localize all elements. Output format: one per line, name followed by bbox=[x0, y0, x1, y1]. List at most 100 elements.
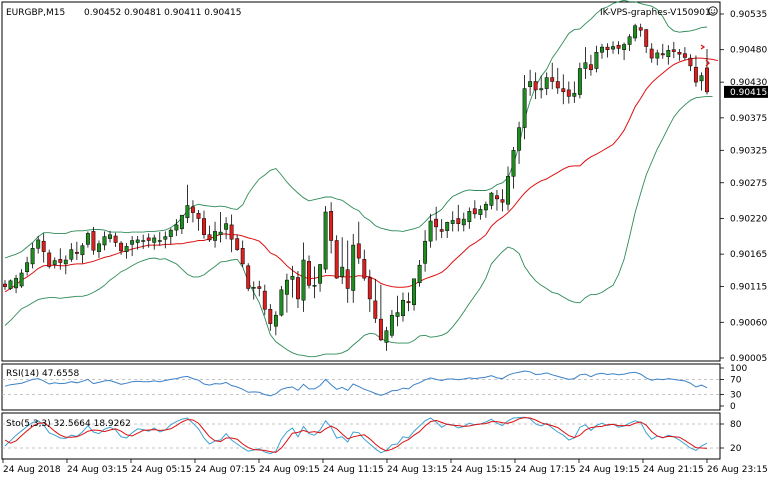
candle-body bbox=[522, 88, 527, 128]
candle-body bbox=[97, 243, 101, 252]
candle-body bbox=[229, 224, 234, 240]
candle-body bbox=[218, 231, 223, 235]
candle bbox=[688, 54, 693, 72]
candle-body bbox=[406, 301, 411, 304]
candle-body bbox=[284, 279, 289, 295]
candle-body bbox=[174, 224, 179, 231]
candle bbox=[356, 221, 361, 264]
rsi-pane-border bbox=[1, 363, 721, 411]
candle-body bbox=[268, 309, 273, 324]
candle-body bbox=[467, 211, 472, 222]
symbol-timeframe: EURGBP,M15 bbox=[6, 8, 65, 18]
stochastic-tick-label: 80 bbox=[730, 420, 742, 430]
candle bbox=[36, 235, 41, 254]
candle bbox=[682, 47, 687, 61]
candle bbox=[671, 41, 676, 59]
price-axis: 0.90535 0.90480 0.90430 0.90375 0.90325 0.902… bbox=[720, 10, 768, 364]
candle-body bbox=[611, 46, 615, 50]
time-tick-label: 24 Aug 09:15 bbox=[259, 465, 320, 475]
candle-body bbox=[517, 127, 522, 151]
candle-body bbox=[483, 203, 488, 211]
candle-body bbox=[301, 259, 306, 301]
candle-body bbox=[594, 52, 599, 69]
candle bbox=[583, 47, 588, 79]
rsi-tick-label: 100 bbox=[730, 364, 747, 374]
ohlc-values: 0.90452 0.90481 0.90411 0.90415 bbox=[84, 8, 241, 18]
moving-average-line bbox=[4, 57, 719, 293]
candle-body bbox=[555, 81, 560, 89]
candle bbox=[389, 309, 394, 338]
candle bbox=[174, 219, 179, 236]
rsi-line-path bbox=[4, 370, 708, 397]
candle-body bbox=[69, 249, 74, 260]
candle bbox=[633, 23, 638, 42]
candle bbox=[561, 74, 566, 105]
candle bbox=[483, 201, 488, 218]
candle bbox=[500, 189, 505, 212]
sell-arrow-icon bbox=[700, 44, 706, 50]
price-pane[interactable]: EURGBP,M15 0.90452 0.90481 0.90411 0.904… bbox=[1, 0, 721, 362]
candle-body bbox=[649, 48, 654, 59]
candle-body bbox=[296, 277, 300, 300]
candle bbox=[74, 241, 79, 260]
candle bbox=[80, 243, 85, 264]
candle bbox=[699, 72, 704, 91]
sell-arrow-icon bbox=[705, 59, 710, 67]
time-tick-label: 24 Aug 17:15 bbox=[515, 465, 576, 475]
candle-body bbox=[500, 199, 505, 203]
time-tick-label: 26 Aug 23:15 bbox=[707, 465, 768, 475]
candle bbox=[566, 81, 571, 104]
candle-body bbox=[152, 237, 157, 243]
candle-body bbox=[224, 223, 229, 230]
candle bbox=[439, 219, 444, 238]
candle-body bbox=[202, 218, 206, 235]
candle bbox=[577, 62, 582, 99]
candle bbox=[85, 231, 90, 248]
candle bbox=[511, 147, 516, 189]
candle bbox=[677, 49, 682, 61]
candle-body bbox=[3, 283, 7, 287]
candle bbox=[649, 43, 654, 63]
candle-body bbox=[600, 46, 604, 53]
candle bbox=[550, 62, 555, 90]
candle bbox=[202, 210, 206, 239]
time-tick-label: 24 Aug 13:15 bbox=[387, 465, 448, 475]
candle bbox=[417, 259, 422, 287]
candle-body bbox=[163, 236, 168, 240]
candle-body bbox=[273, 314, 278, 327]
candle bbox=[655, 49, 660, 66]
candle bbox=[8, 279, 13, 290]
candle bbox=[594, 45, 599, 73]
candle bbox=[163, 231, 168, 249]
time-tick-label: 24 Aug 2018 bbox=[3, 465, 61, 475]
candle bbox=[284, 273, 289, 313]
time-tick-label: 24 Aug 19:15 bbox=[579, 465, 640, 475]
stochastic-pane[interactable]: Sto(5,3,3) 32.5664 18.9262 bbox=[1, 412, 721, 460]
candle-body bbox=[329, 211, 334, 241]
candle-body bbox=[108, 234, 112, 239]
candle bbox=[334, 235, 339, 279]
candle bbox=[533, 72, 538, 100]
time-tick-label: 24 Aug 05:15 bbox=[131, 465, 192, 475]
candle-body bbox=[506, 176, 510, 205]
price-tick-label: 0.90115 bbox=[730, 283, 767, 293]
candle-body bbox=[389, 314, 394, 336]
candle bbox=[246, 263, 251, 292]
candle-body bbox=[8, 280, 13, 289]
candle bbox=[627, 34, 632, 51]
candle-body bbox=[19, 272, 24, 287]
candle bbox=[218, 211, 223, 243]
candle bbox=[522, 75, 527, 140]
candle bbox=[130, 235, 135, 257]
candle bbox=[97, 240, 101, 259]
candle bbox=[445, 221, 450, 238]
candle-body bbox=[539, 88, 544, 91]
candle-body bbox=[334, 240, 339, 279]
price-tick-label: 0.90535 bbox=[730, 10, 767, 20]
price-tick-label: 0.90325 bbox=[730, 146, 767, 156]
stochastic-label: Sto(5,3,3) 32.5664 18.9262 bbox=[6, 419, 131, 429]
candle-body bbox=[577, 68, 582, 95]
rsi-pane[interactable]: RSI(14) 47.6558 bbox=[1, 363, 721, 411]
candle-body bbox=[533, 81, 538, 91]
